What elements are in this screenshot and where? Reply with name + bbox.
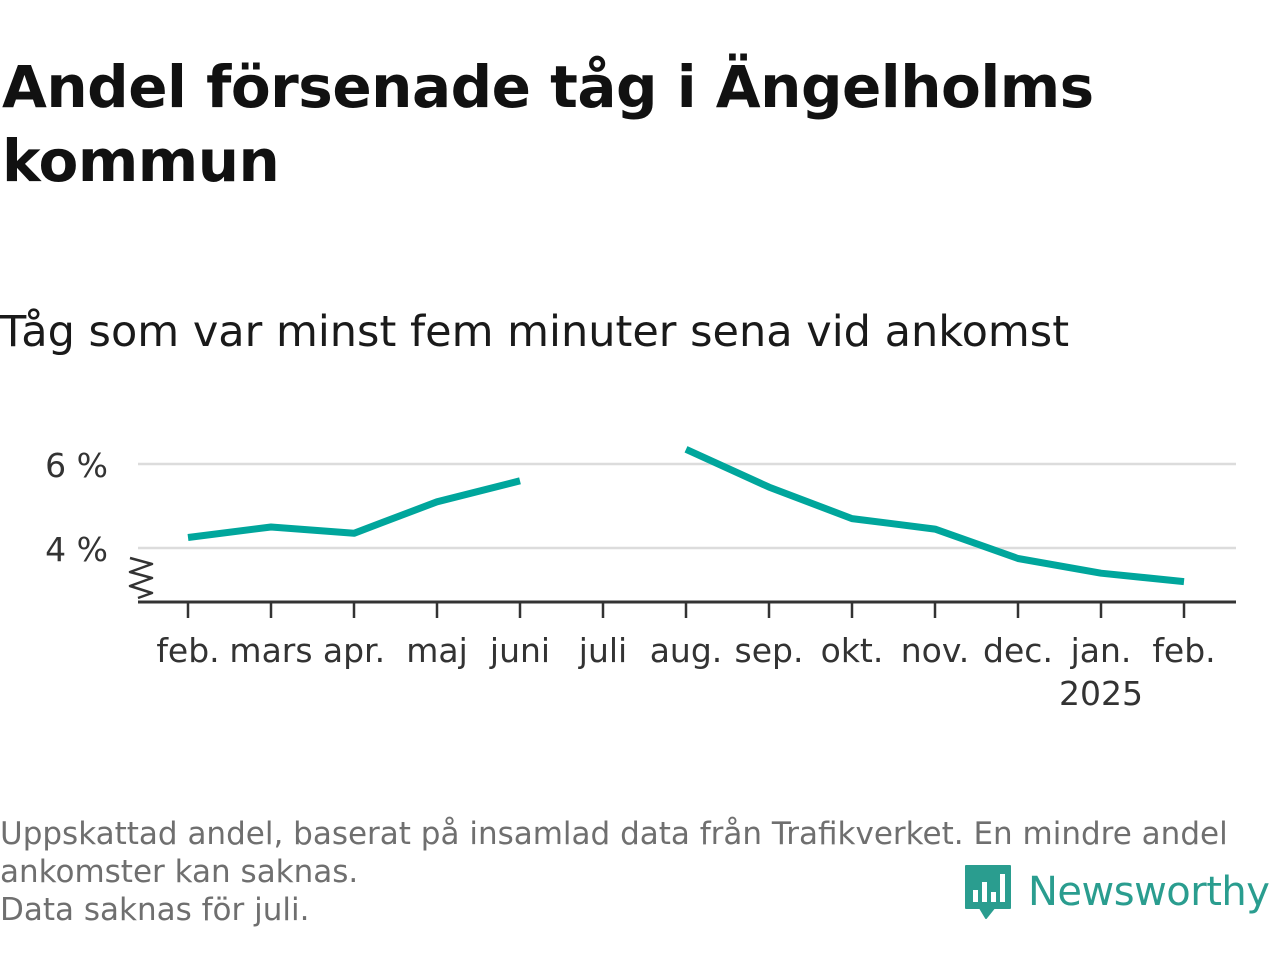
x-axis [128,556,1236,618]
series-line-segment [187,477,521,541]
x-tick-label: okt. [821,631,884,670]
x-tick-label: feb. [1152,631,1215,670]
brand-logo: Newsworthy [962,862,1270,922]
x-tick-label: mars [229,631,312,670]
brand-name: Newsworthy [1028,869,1270,915]
x-tick-label: jan. [1070,631,1132,670]
x-tick-label: sep. [735,631,804,670]
footnote: Uppskattad andel, baserat på insamlad da… [0,815,1270,929]
x-tick-label: juli [578,631,627,670]
x-tick-labels: feb. mars apr. maj juni juli aug. sep. okt. nov. d… [156,631,1215,713]
footnote-line-2: ankomster kan saknas. [0,854,359,890]
footnote-line-3: Data saknas för juli. [0,892,310,928]
y-tick-labels: 4 % 6 % [45,446,108,569]
grid-lines [138,462,1236,550]
chart-subtitle: Tåg som var minst fem minuter sena vid a… [0,307,1070,357]
x-tick-label: maj [406,631,468,670]
x-tick-label: dec. [983,631,1053,670]
x-tick-label: juni [489,631,550,670]
line-chart: 4 % 6 % feb. mars apr. maj juni juli aug. sep. ok… [45,446,1236,713]
y-tick-label: 6 % [45,446,108,485]
x-tick-label: nov. [901,631,970,670]
footnote-line-1: Uppskattad andel, baserat på insamlad da… [0,816,1228,852]
x-year-label: 2025 [1059,674,1143,713]
series-line-segment [684,446,1185,586]
y-axis-break-icon [128,556,154,600]
x-tick-label: feb. [156,631,219,670]
y-tick-label: 4 % [45,530,108,569]
x-tick-label: aug. [650,631,723,670]
x-tick-label: apr. [323,631,385,670]
series-lines [187,446,1185,586]
chart-title: Andel försenade tåg i Ängelholms kommun [2,53,1094,195]
chart-bubble-icon [965,865,1011,919]
